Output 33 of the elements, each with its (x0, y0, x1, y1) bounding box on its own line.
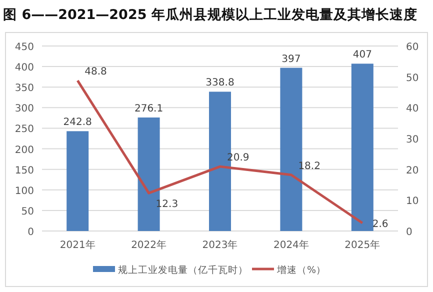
x-tick-label: 2024年 (273, 239, 309, 251)
y-tick-label: 0 (28, 227, 34, 238)
x-tick-label: 2023年 (202, 239, 238, 251)
data-label: 48.8 (84, 66, 107, 78)
y-tick-label: 450 (14, 42, 34, 53)
y-tick-label: 100 (14, 186, 34, 197)
chart-title: 图 6——2021—2025 年瓜州县规模以上工业发电量及其增长速度 (3, 6, 418, 23)
x-tick-label: 2022年 (131, 239, 167, 251)
data-label: 242.8 (63, 117, 92, 128)
y-tick-label: 250 (14, 124, 34, 136)
bar (351, 64, 374, 231)
y2-tick-label: 10 (406, 196, 419, 208)
y2-tick-label: 50 (406, 72, 419, 84)
y2-tick-label: 20 (406, 165, 419, 176)
y2-tick-label: 40 (406, 104, 419, 115)
y-tick-label: 350 (14, 83, 34, 94)
y-tick-label: 400 (14, 62, 34, 74)
y-tick-label: 200 (14, 144, 34, 156)
x-tick-label: 2021年 (60, 239, 96, 251)
y-tick-label: 150 (14, 165, 34, 176)
y2-tick-label: 30 (406, 134, 419, 146)
legend-label: 规上工业发电量（亿千瓦时） (118, 264, 248, 276)
y2-tick-label: 0 (406, 227, 412, 238)
data-label: 338.8 (206, 78, 234, 89)
data-label: 276.1 (134, 103, 164, 114)
legend-label: 增速（%） (276, 264, 326, 276)
x-tick-label: 2025年 (344, 239, 380, 251)
y2-tick-label: 60 (406, 42, 419, 53)
y-tick-label: 300 (14, 104, 34, 115)
y-tick-label: 50 (21, 206, 34, 218)
data-label: 407 (352, 50, 372, 61)
data-label: 397 (282, 54, 301, 65)
bar (66, 131, 89, 231)
